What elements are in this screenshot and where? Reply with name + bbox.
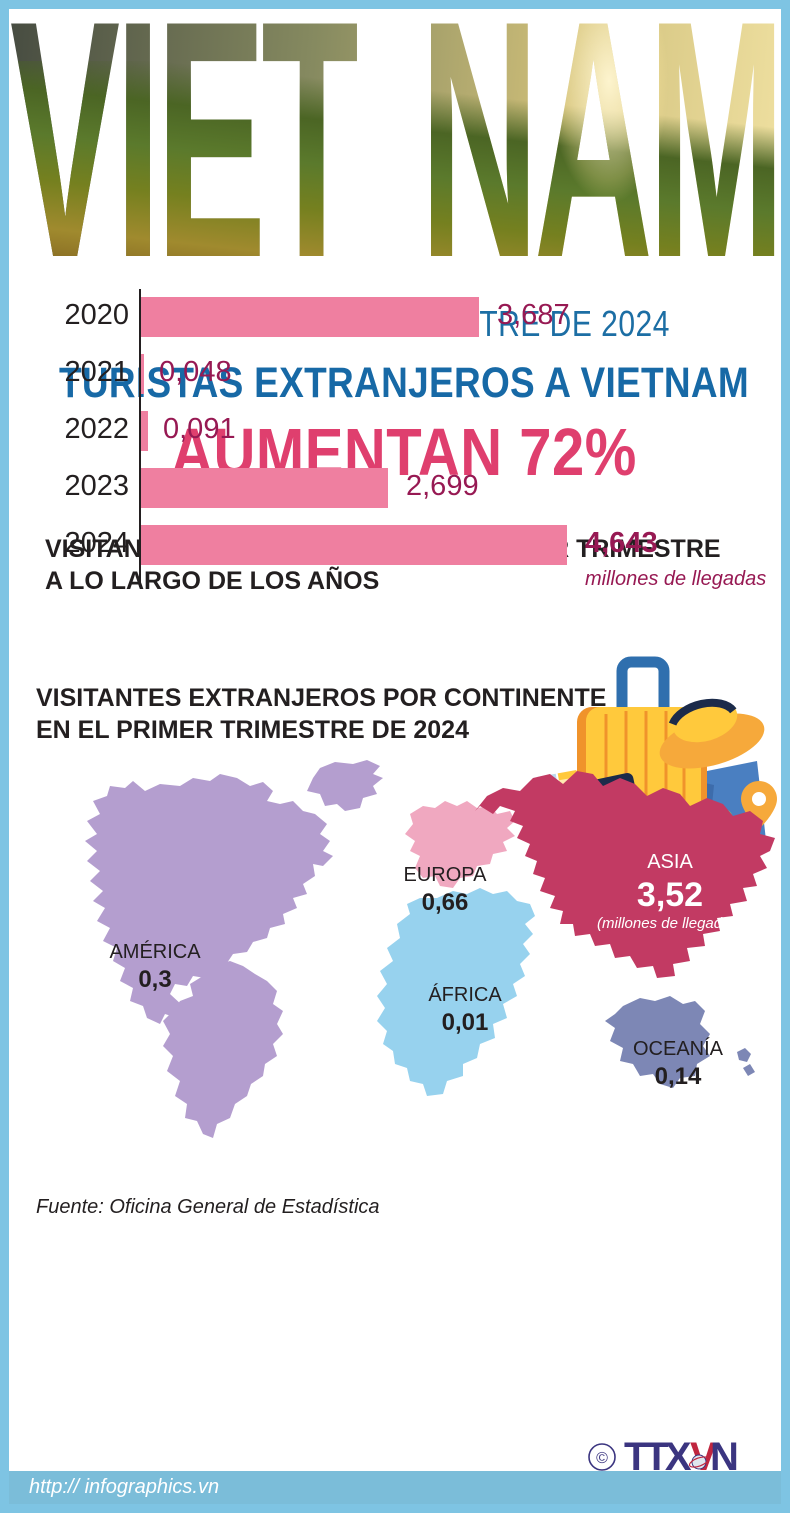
svg-text:©: © bbox=[596, 1450, 608, 1467]
